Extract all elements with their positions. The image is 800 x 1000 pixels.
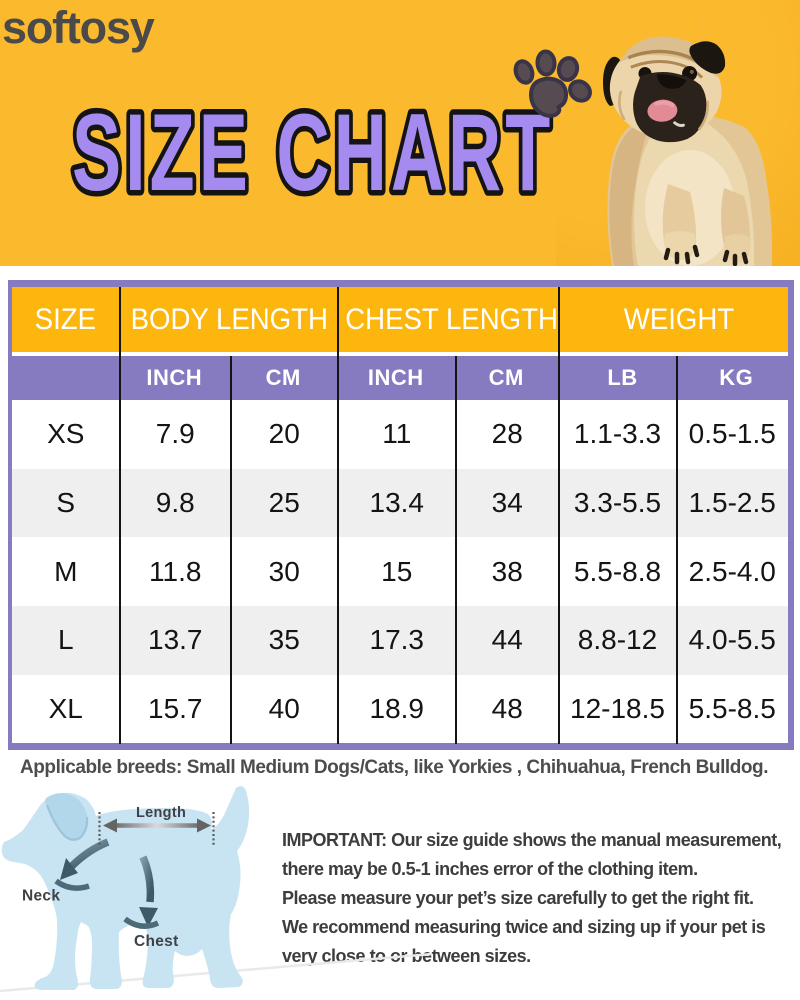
svg-text:Length: Length <box>136 805 186 821</box>
svg-text:Neck: Neck <box>22 888 60 905</box>
svg-text:SIZE CHART: SIZE CHART <box>72 90 554 208</box>
svg-text:Chest: Chest <box>134 933 179 950</box>
